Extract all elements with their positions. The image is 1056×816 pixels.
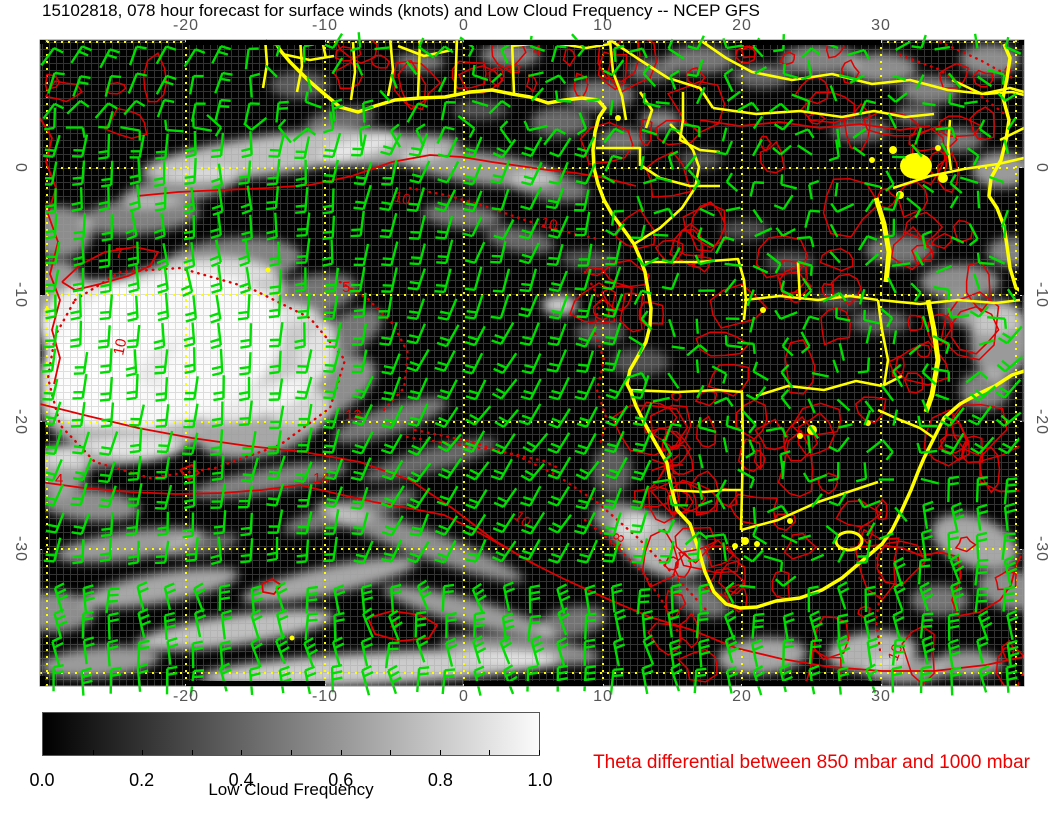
svg-text:4: 4 bbox=[55, 471, 63, 488]
chart-title: 15102818, 078 hour forecast for surface … bbox=[42, 1, 760, 20]
theta-caption: Theta differential between 850 mbar and … bbox=[593, 752, 1030, 773]
lon-tick-bottom: 10 bbox=[593, 688, 613, 705]
svg-text:13: 13 bbox=[345, 407, 362, 424]
colorbar-tick: 0.2 bbox=[129, 770, 155, 790]
colorbar-minor-tick bbox=[241, 750, 243, 755]
colorbar-minor-tick bbox=[340, 750, 342, 755]
lon-tick-top: 20 bbox=[732, 17, 752, 34]
lat-tick-right: -10 bbox=[1033, 281, 1050, 309]
colorbar-minor-tick bbox=[43, 750, 44, 755]
svg-text:14: 14 bbox=[313, 470, 330, 487]
lon-tick-bottom: 30 bbox=[871, 688, 891, 705]
colorbar-minor-tick bbox=[390, 750, 392, 755]
lon-tick-top: 10 bbox=[593, 17, 613, 34]
lon-tick-top: -10 bbox=[311, 17, 339, 34]
lat-tick-right: -20 bbox=[1033, 408, 1050, 436]
colorbar-tick: 0.6 bbox=[328, 770, 354, 790]
lat-tick-left: 0 bbox=[12, 163, 29, 173]
colorbar-label: Low Cloud Frequency bbox=[208, 780, 374, 799]
lon-tick-bottom: 0 bbox=[459, 688, 469, 705]
svg-text:4: 4 bbox=[533, 42, 541, 59]
lon-tick-bottom: -10 bbox=[311, 688, 339, 705]
svg-text:10: 10 bbox=[110, 337, 130, 357]
colorbar-minor-tick bbox=[142, 750, 144, 755]
lat-tick-left: -10 bbox=[12, 281, 29, 309]
lat-tick-right: -30 bbox=[1033, 535, 1050, 563]
colorbar-tick: 0.8 bbox=[427, 770, 453, 790]
lon-tick-top: 30 bbox=[871, 17, 891, 34]
colorbar-minor-tick bbox=[191, 750, 193, 755]
lon-tick-bottom: 20 bbox=[732, 688, 752, 705]
lon-tick-top: 0 bbox=[459, 17, 469, 34]
colorbar-minor-tick bbox=[489, 750, 491, 755]
lon-tick-top: -20 bbox=[172, 17, 200, 34]
svg-text:10: 10 bbox=[392, 188, 412, 209]
lat-tick-right: 0 bbox=[1033, 163, 1050, 173]
lon-tick-bottom: -20 bbox=[172, 688, 200, 705]
lat-tick-left: -20 bbox=[12, 408, 29, 436]
colorbar-minor-tick bbox=[291, 750, 292, 755]
colorbar-minor-tick bbox=[539, 750, 540, 755]
colorbar-tick: 1.0 bbox=[527, 770, 553, 790]
svg-text:5: 5 bbox=[342, 279, 350, 296]
colorbar-tick: 0.4 bbox=[228, 770, 254, 790]
colorbar-minor-tick bbox=[92, 750, 94, 755]
svg-text:4: 4 bbox=[390, 617, 398, 634]
colorbar-minor-tick bbox=[439, 750, 441, 755]
lat-tick-left: -30 bbox=[12, 535, 29, 563]
colorbar-tick: 0.0 bbox=[29, 770, 55, 790]
colorbar-gradient bbox=[42, 712, 540, 756]
svg-text:7: 7 bbox=[115, 245, 123, 262]
